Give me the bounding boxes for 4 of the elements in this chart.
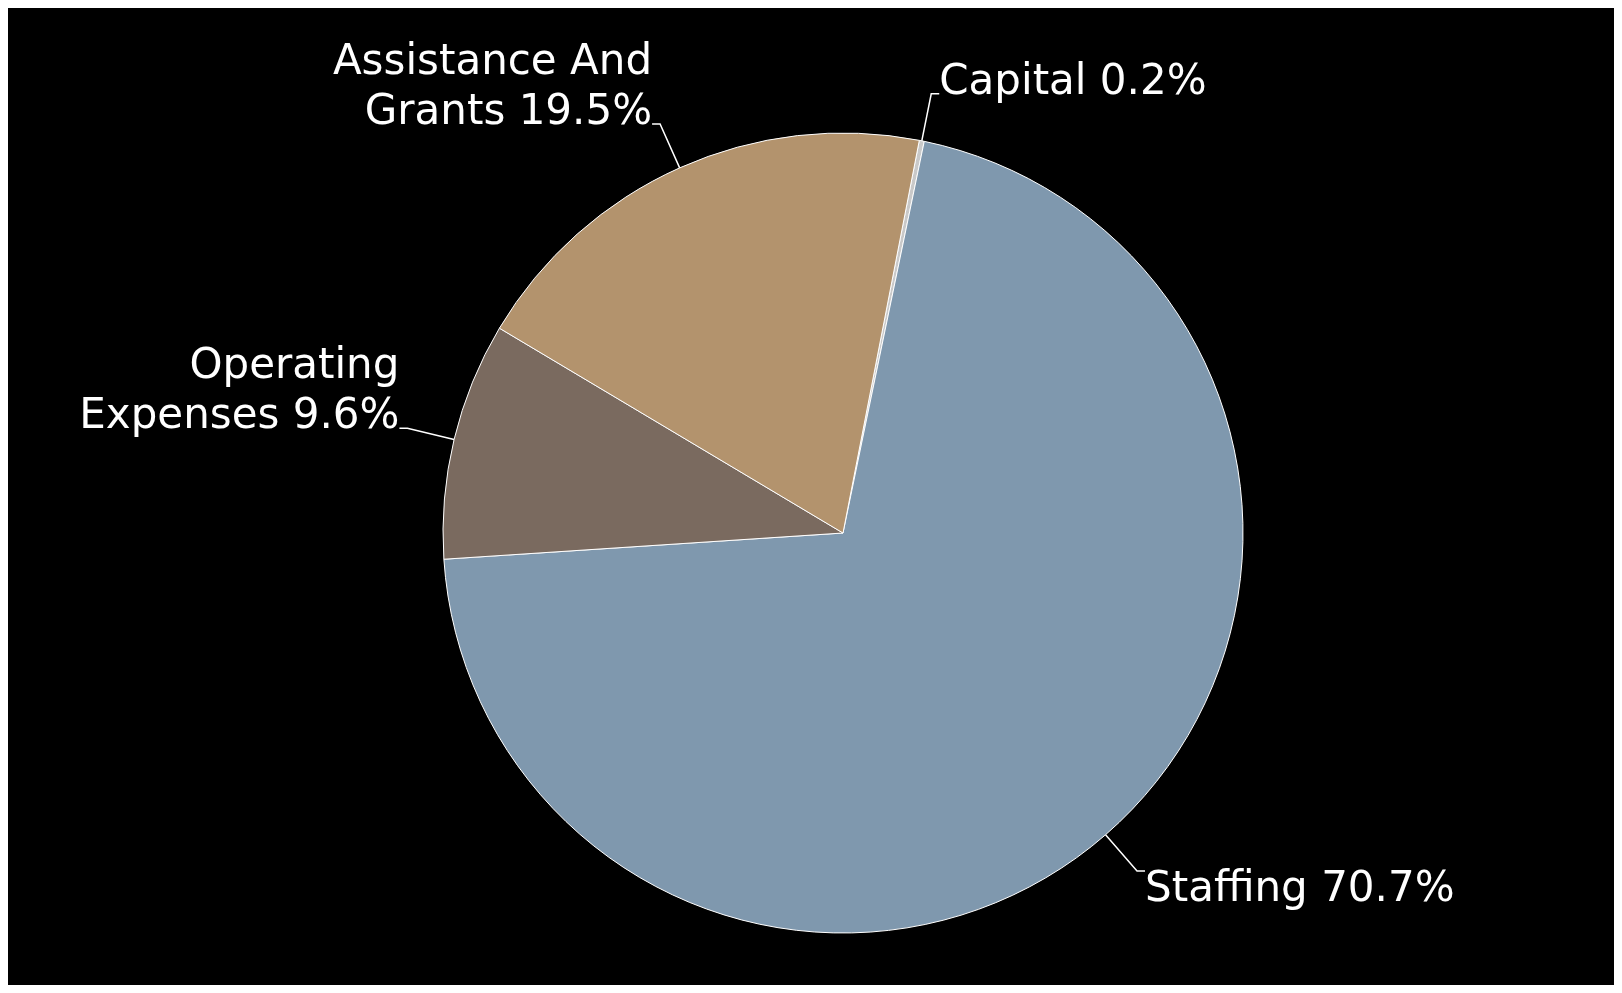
slice-label: Assistance And Grants 19.5% bbox=[332, 35, 653, 135]
slice-label: Capital 0.2% bbox=[939, 54, 1207, 104]
slice-label: Staffing 70.7% bbox=[1145, 862, 1455, 912]
slice-label: Operating Expenses 9.6% bbox=[79, 339, 400, 439]
